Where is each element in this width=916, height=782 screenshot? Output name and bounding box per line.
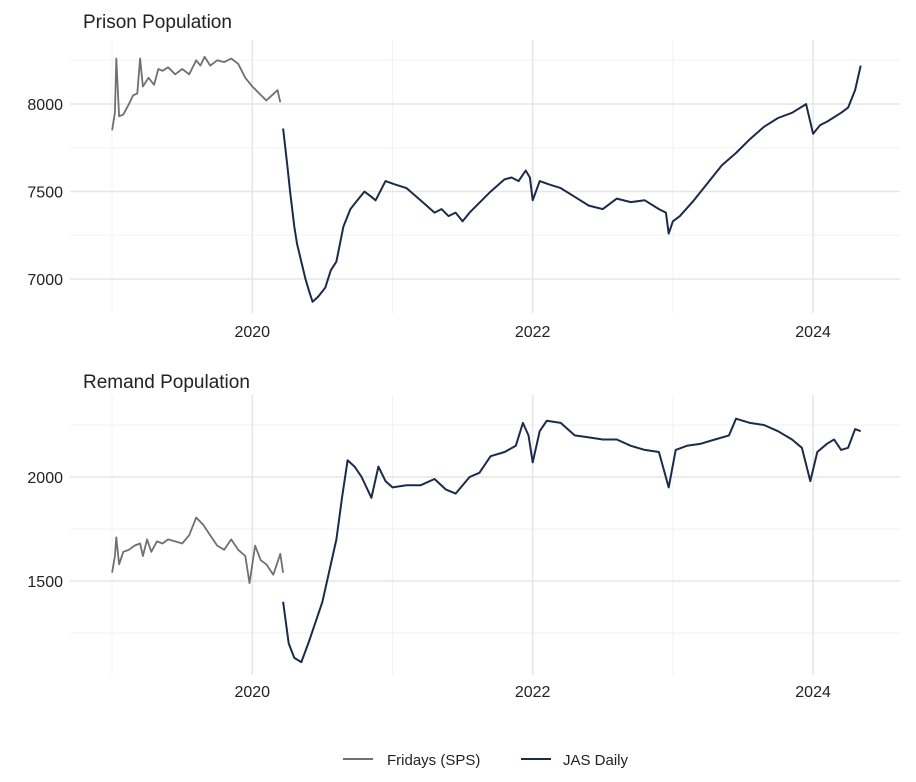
series-line-jas-daily — [282, 65, 862, 303]
x-tick-label: 2024 — [795, 324, 831, 341]
panel-title-prison: Prison Population — [83, 12, 232, 33]
y-tick-label: 2000 — [27, 470, 63, 487]
legend: Fridays (SPS) JAS Daily — [343, 752, 629, 769]
x-tick-label: 2022 — [515, 684, 551, 701]
series-line-jas-daily — [282, 417, 862, 664]
panel-title-remand: Remand Population — [83, 372, 250, 393]
legend-label-fridays: Fridays (SPS) — [387, 752, 480, 769]
legend-label-jas: JAS Daily — [563, 752, 629, 769]
y-tick-label: 1500 — [27, 574, 63, 591]
x-tick-label: 2020 — [234, 324, 270, 341]
series-line-fridays-sps — [111, 55, 282, 131]
x-tick-label: 2024 — [795, 684, 831, 701]
y-tick-label: 7500 — [27, 185, 63, 202]
y-tick-label: 8000 — [27, 97, 63, 114]
y-tick-label: 7000 — [27, 272, 63, 289]
panel-1: 2020 2022 2024 1500 2000 — [27, 395, 900, 701]
panel-0: 2020 2022 2024 7000 7500 8000 — [27, 40, 900, 341]
x-tick-label: 2022 — [515, 324, 551, 341]
x-tick-label: 2020 — [234, 684, 270, 701]
series-line-fridays-sps — [111, 516, 284, 584]
